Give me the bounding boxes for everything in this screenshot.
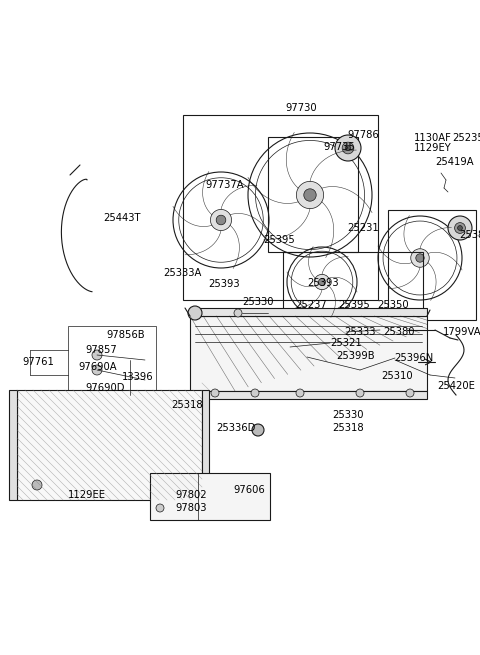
Bar bbox=[150, 473, 270, 520]
Text: 25310: 25310 bbox=[381, 371, 413, 381]
Text: 25393: 25393 bbox=[307, 278, 338, 288]
Circle shape bbox=[188, 404, 196, 412]
Circle shape bbox=[416, 253, 424, 262]
Text: 25333: 25333 bbox=[344, 327, 375, 337]
Text: 97690D: 97690D bbox=[85, 383, 124, 393]
Circle shape bbox=[304, 189, 316, 201]
Bar bbox=[9, 390, 17, 500]
Circle shape bbox=[156, 504, 164, 512]
Bar bbox=[268, 137, 358, 252]
Text: 97761: 97761 bbox=[22, 357, 54, 367]
Text: 25237: 25237 bbox=[295, 300, 327, 310]
Text: 25396N: 25396N bbox=[394, 353, 433, 363]
Text: 25330: 25330 bbox=[242, 297, 274, 307]
Text: 25330: 25330 bbox=[332, 410, 363, 420]
Circle shape bbox=[346, 145, 350, 151]
Circle shape bbox=[342, 142, 354, 154]
Circle shape bbox=[252, 424, 264, 436]
Circle shape bbox=[296, 389, 304, 397]
Bar bbox=[190, 316, 427, 391]
Circle shape bbox=[356, 389, 364, 397]
Text: 25395: 25395 bbox=[263, 235, 295, 245]
Text: 1799VA: 1799VA bbox=[443, 327, 480, 337]
Text: 1129EE: 1129EE bbox=[68, 490, 106, 500]
Text: 97786: 97786 bbox=[347, 130, 379, 140]
Text: 13396: 13396 bbox=[122, 372, 154, 382]
Circle shape bbox=[216, 215, 226, 225]
Bar bbox=[283, 252, 423, 327]
Text: 25318: 25318 bbox=[171, 400, 203, 410]
Text: 25350: 25350 bbox=[377, 300, 408, 310]
Bar bbox=[68, 326, 156, 404]
Text: 1130AF: 1130AF bbox=[414, 133, 452, 143]
Text: 97606: 97606 bbox=[233, 485, 265, 495]
Bar bbox=[202, 390, 209, 500]
Text: 97690A: 97690A bbox=[78, 362, 117, 372]
Text: 25393: 25393 bbox=[208, 279, 240, 289]
Text: 25443T: 25443T bbox=[103, 213, 141, 223]
Circle shape bbox=[319, 278, 325, 286]
Circle shape bbox=[448, 216, 472, 240]
Circle shape bbox=[234, 309, 242, 317]
Text: 25321: 25321 bbox=[330, 338, 362, 348]
Circle shape bbox=[211, 389, 219, 397]
Circle shape bbox=[92, 350, 102, 360]
Bar bbox=[183, 115, 378, 300]
Text: 97735: 97735 bbox=[323, 142, 355, 152]
Text: 25419A: 25419A bbox=[435, 157, 474, 167]
Text: 1129EY: 1129EY bbox=[414, 143, 452, 153]
Circle shape bbox=[296, 181, 324, 209]
Bar bbox=[190, 391, 427, 399]
Text: 25380: 25380 bbox=[383, 327, 415, 337]
Text: 97857: 97857 bbox=[85, 345, 117, 355]
Circle shape bbox=[92, 365, 102, 375]
Circle shape bbox=[251, 389, 259, 397]
Text: 25399B: 25399B bbox=[336, 351, 374, 361]
Text: 25386: 25386 bbox=[459, 230, 480, 240]
Bar bbox=[388, 210, 476, 320]
Text: 25395: 25395 bbox=[338, 300, 370, 310]
Circle shape bbox=[457, 225, 462, 231]
Text: 97737A: 97737A bbox=[205, 180, 244, 190]
Circle shape bbox=[406, 389, 414, 397]
Text: 25235: 25235 bbox=[452, 133, 480, 143]
Text: 25333A: 25333A bbox=[163, 268, 202, 278]
Text: 97856B: 97856B bbox=[106, 330, 144, 340]
Text: 97730: 97730 bbox=[285, 103, 317, 113]
Text: 25318: 25318 bbox=[332, 423, 364, 433]
Circle shape bbox=[314, 274, 330, 290]
Text: 25336D: 25336D bbox=[216, 423, 255, 433]
Bar bbox=[190, 308, 427, 316]
Circle shape bbox=[455, 223, 466, 233]
Circle shape bbox=[411, 249, 429, 267]
Text: 25420E: 25420E bbox=[437, 381, 475, 391]
Circle shape bbox=[210, 210, 231, 231]
Circle shape bbox=[188, 306, 202, 320]
Circle shape bbox=[32, 480, 42, 490]
Text: 97803: 97803 bbox=[175, 503, 206, 513]
Text: 25231: 25231 bbox=[347, 223, 379, 233]
Circle shape bbox=[335, 135, 361, 161]
Bar bbox=[17, 390, 202, 500]
Text: 97802: 97802 bbox=[175, 490, 206, 500]
